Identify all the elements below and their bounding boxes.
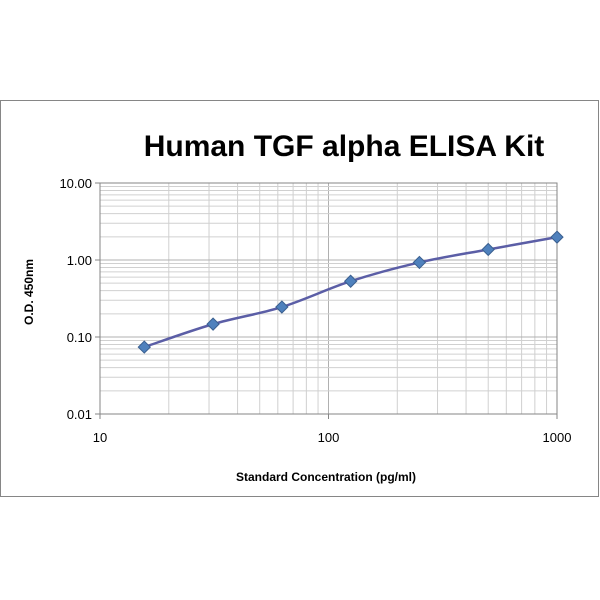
data-point-marker (275, 300, 289, 314)
data-point-marker (550, 230, 564, 244)
grid (100, 182, 558, 414)
y-tick-label: 0.01 (67, 407, 92, 422)
y-tick-labels: 0.01 0.10 1.00 10.00 (59, 176, 100, 422)
x-axis-label: Standard Concentration (pg/ml) (236, 470, 416, 484)
x-tick-labels: 10 100 1000 (93, 414, 572, 445)
data-point-marker (412, 255, 427, 270)
y-tick-label: 1.00 (67, 253, 92, 268)
data-point-marker (206, 317, 220, 331)
x-tick-label: 10 (93, 430, 107, 445)
y-tick-label: 0.10 (67, 330, 92, 345)
chart-title: Human TGF alpha ELISA Kit (144, 130, 545, 163)
x-tick-label: 100 (318, 430, 340, 445)
y-tick-label: 10.00 (59, 176, 92, 191)
data-point-marker (137, 340, 151, 354)
data-point-marker (343, 274, 358, 288)
data-point-marker (481, 242, 495, 257)
data-series (137, 230, 564, 354)
x-tick-label: 1000 (543, 430, 572, 445)
y-axis-label: O.D. 450nm (22, 259, 36, 325)
